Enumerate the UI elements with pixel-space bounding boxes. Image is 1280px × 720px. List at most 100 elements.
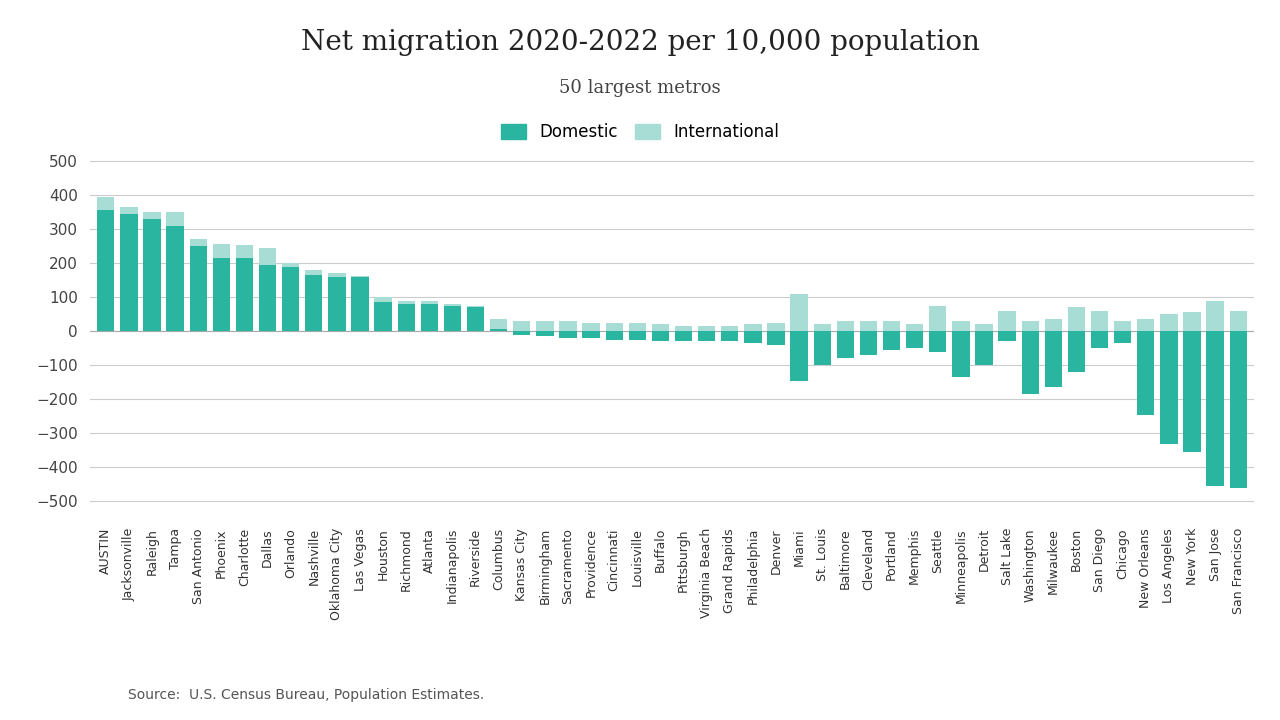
Bar [143, 212, 161, 219]
Bar [1230, 311, 1247, 331]
Bar [628, 331, 646, 340]
Bar [490, 330, 507, 331]
Bar [1021, 321, 1039, 331]
Bar [375, 297, 392, 302]
Bar [814, 331, 831, 365]
Bar [721, 326, 739, 331]
Bar [559, 331, 577, 338]
Bar [351, 276, 369, 277]
Bar [675, 331, 692, 341]
Bar [1021, 331, 1039, 394]
Bar [952, 331, 969, 377]
Bar [582, 331, 600, 338]
Bar [605, 323, 623, 331]
Bar [952, 321, 969, 331]
Bar [1114, 321, 1132, 331]
Bar [559, 321, 577, 331]
Bar [328, 276, 346, 331]
Bar [883, 331, 900, 350]
Bar [513, 331, 530, 335]
Text: 50 largest metros: 50 largest metros [559, 79, 721, 97]
Bar [721, 331, 739, 341]
Bar [929, 306, 946, 331]
Bar [1183, 331, 1201, 452]
Bar [513, 321, 530, 331]
Bar [328, 274, 346, 276]
Bar [605, 331, 623, 340]
Text: Net migration 2020-2022 per 10,000 population: Net migration 2020-2022 per 10,000 popul… [301, 29, 979, 56]
Bar [929, 331, 946, 351]
Bar [189, 239, 207, 246]
Bar [536, 321, 553, 331]
Bar [1160, 314, 1178, 331]
Bar [1230, 331, 1247, 487]
Bar [444, 306, 461, 331]
Bar [1114, 331, 1132, 343]
Bar [189, 246, 207, 331]
Bar [282, 263, 300, 266]
Bar [906, 325, 923, 331]
Bar [305, 275, 323, 331]
Text: Source:  U.S. Census Bureau, Population Estimates.: Source: U.S. Census Bureau, Population E… [128, 688, 484, 702]
Bar [1207, 331, 1224, 486]
Bar [120, 214, 137, 331]
Bar [421, 304, 438, 331]
Bar [236, 245, 253, 258]
Bar [259, 265, 276, 331]
Bar [1068, 307, 1085, 331]
Bar [1160, 331, 1178, 444]
Bar [975, 331, 993, 365]
Bar [767, 323, 785, 331]
Bar [1137, 319, 1155, 331]
Legend: Domestic, International: Domestic, International [494, 117, 786, 148]
Bar [444, 304, 461, 306]
Bar [837, 321, 854, 331]
Bar [1207, 300, 1224, 331]
Bar [212, 258, 230, 331]
Bar [166, 212, 184, 225]
Bar [975, 325, 993, 331]
Bar [490, 319, 507, 330]
Bar [791, 294, 808, 331]
Bar [744, 325, 762, 331]
Bar [259, 248, 276, 265]
Bar [305, 270, 323, 275]
Bar [421, 301, 438, 304]
Bar [97, 197, 114, 210]
Bar [791, 331, 808, 381]
Bar [1183, 312, 1201, 331]
Bar [652, 325, 669, 331]
Bar [698, 326, 716, 331]
Bar [120, 207, 137, 214]
Bar [536, 331, 553, 336]
Bar [767, 331, 785, 345]
Bar [883, 321, 900, 331]
Bar [582, 323, 600, 331]
Bar [906, 331, 923, 348]
Bar [1044, 319, 1062, 331]
Bar [467, 306, 484, 307]
Bar [744, 331, 762, 343]
Bar [375, 302, 392, 331]
Bar [166, 225, 184, 331]
Bar [398, 300, 415, 304]
Bar [860, 331, 877, 355]
Bar [143, 219, 161, 331]
Bar [675, 326, 692, 331]
Bar [860, 321, 877, 331]
Bar [652, 331, 669, 341]
Bar [236, 258, 253, 331]
Bar [351, 277, 369, 331]
Bar [1068, 331, 1085, 372]
Bar [628, 323, 646, 331]
Bar [814, 325, 831, 331]
Bar [1044, 331, 1062, 387]
Bar [212, 244, 230, 258]
Bar [837, 331, 854, 359]
Bar [1091, 311, 1108, 331]
Bar [467, 307, 484, 331]
Bar [282, 266, 300, 331]
Bar [1091, 331, 1108, 348]
Bar [398, 304, 415, 331]
Bar [998, 311, 1016, 331]
